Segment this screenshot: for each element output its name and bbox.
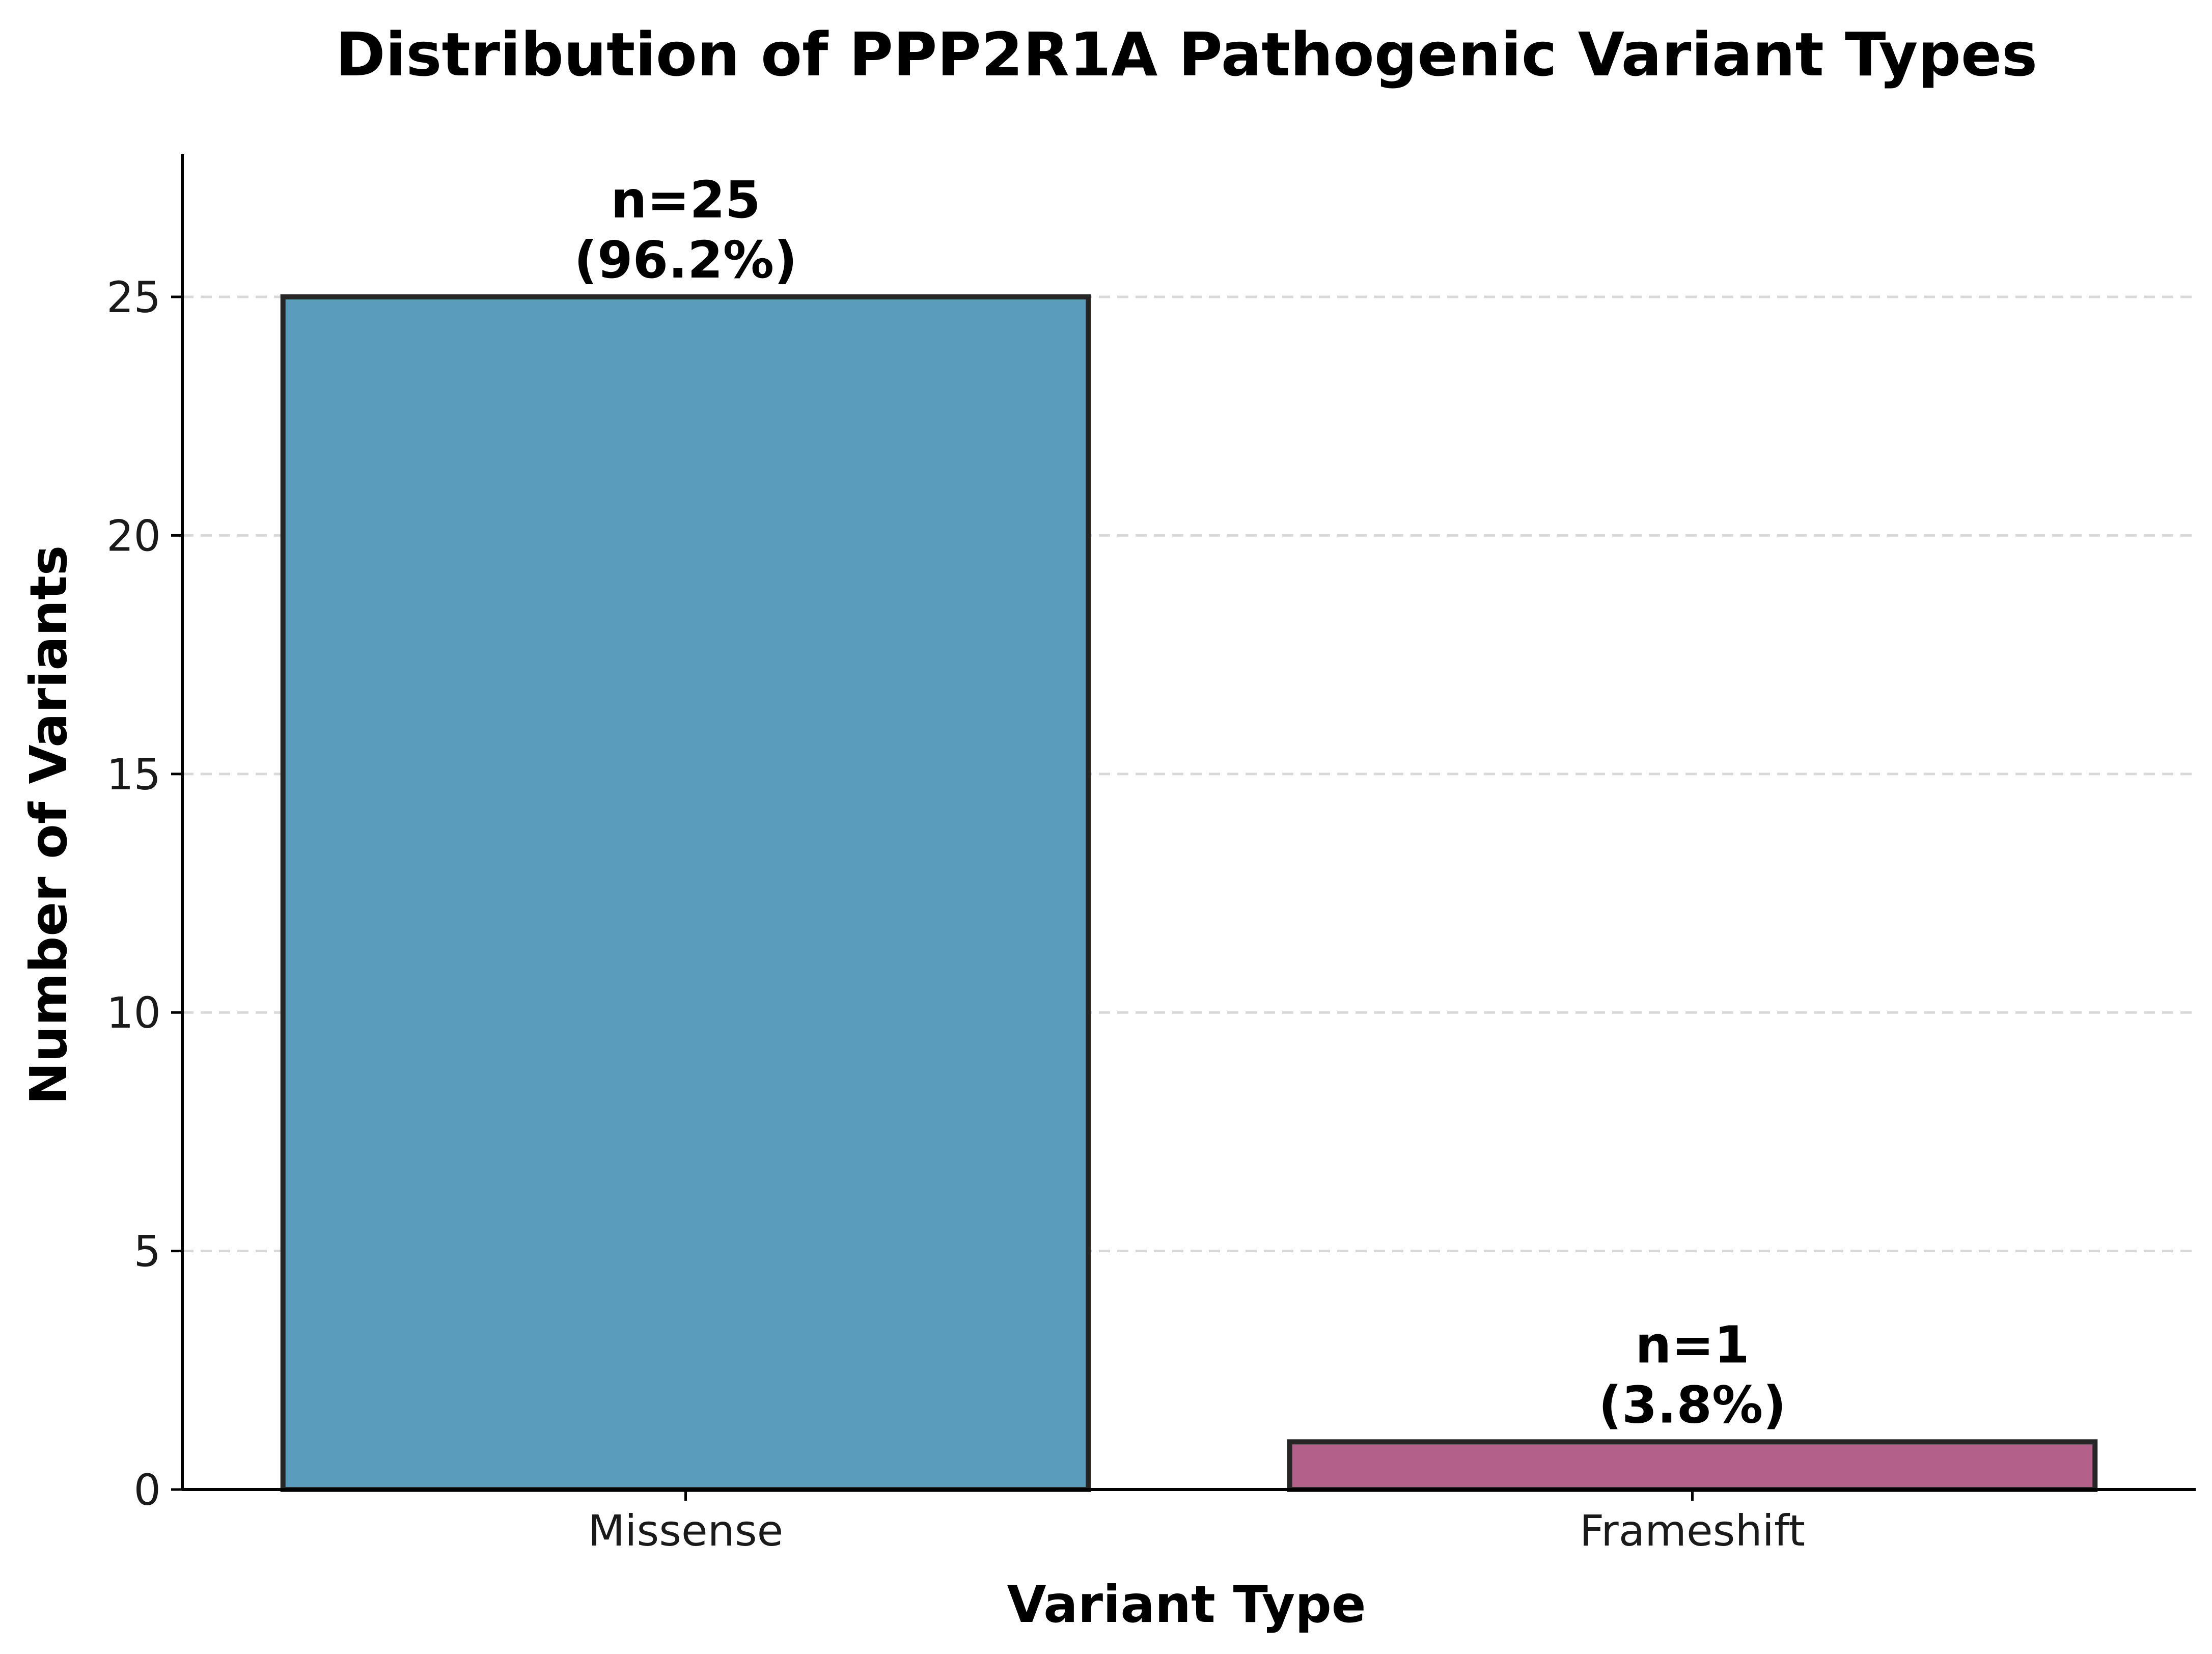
bar-label-frameshift-line-2: (3.8%) — [1598, 1375, 1786, 1435]
x-tick-label-missense: Missense — [588, 1506, 784, 1556]
y-tick-label-10: 10 — [106, 988, 161, 1038]
y-tick-label-0: 0 — [134, 1465, 161, 1515]
x-tick-label-frameshift: Frameshift — [1580, 1506, 1805, 1556]
bar-missense — [280, 294, 1091, 1493]
chart-title: Distribution of PPP2R1A Pathogenic Varia… — [336, 19, 2037, 90]
bar-labels: n=25(96.2%) n=1(3.8%) — [574, 170, 1786, 1435]
y-tick-label-25: 25 — [106, 272, 161, 322]
x-axis-label: Variant Type — [1007, 1575, 1366, 1634]
y-axis-label: Number of Variants — [19, 545, 78, 1105]
y-tick-label-5: 5 — [134, 1227, 161, 1277]
y-ticks: 0 5 10 15 20 25 — [106, 272, 182, 1515]
bar-label-missense-line-1: n=25 — [611, 170, 760, 230]
bar-frameshift — [1287, 1439, 2098, 1493]
x-ticks: Missense Frameshift — [588, 1490, 1805, 1556]
y-tick-label-20: 20 — [106, 511, 161, 561]
bar-label-missense-line-2: (96.2%) — [574, 230, 797, 290]
y-tick-label-15: 15 — [106, 750, 161, 800]
bars — [280, 294, 2098, 1493]
bar-label-frameshift-line-1: n=1 — [1635, 1315, 1750, 1374]
